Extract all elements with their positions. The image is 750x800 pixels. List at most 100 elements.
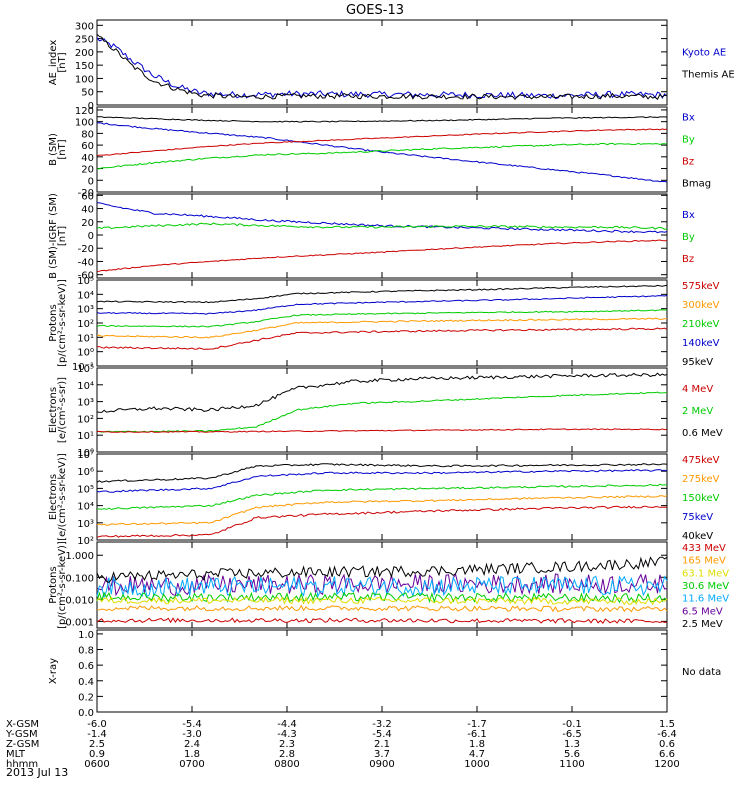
axis-row-value: -0.1 [562,719,582,730]
y-tick-label: 20 [81,218,94,229]
legend-entry: 275keV [682,474,720,485]
series-by [96,142,668,170]
y-tick-label: 0.001 [65,617,94,628]
y-tick-label: 10³ [77,519,94,530]
legend-entry: By [682,232,695,243]
series-11.6-mev [96,575,668,599]
y-tick-label: 1.0 [78,630,94,641]
y-tick-label: 60 [81,191,94,202]
axis-row-value: 4.7 [469,749,485,760]
y-tick-label: 120 [75,106,94,117]
y-tick-label: 10³ [77,398,94,409]
axis-row-label: Y-GSM [5,729,38,740]
series-275kev [96,495,668,526]
axis-row-value: -5.4 [182,719,202,730]
y-tick-label: 0.8 [78,646,94,657]
y-tick-label: 0 [88,101,94,112]
panel-frame [96,367,668,453]
axis-row-value: 2.4 [184,739,200,750]
y-tick-label: 10³ [77,305,94,316]
series-75kev [96,469,668,493]
panel-frame [96,279,668,367]
y-tick-label: 40 [81,205,94,216]
legend-entry: 575keV [682,281,720,292]
axis-row-value: 1.5 [659,719,675,730]
legend-entry: 30.6 MeV [682,581,729,592]
panel-frame [96,453,668,541]
legend-entry: Bx [682,113,695,124]
series-themis-ae [96,33,668,101]
y-axis-label: [p/(cm²-s-sr-keV)] [57,541,68,629]
y-tick-label: 250 [75,35,94,46]
legend-entry: Bz [682,254,694,265]
axis-row-label: MLT [6,749,26,760]
series-300kev [96,317,668,339]
axis-row-value: 3.7 [374,749,390,760]
series-bz [96,128,668,157]
y-tick-label: 0 [88,176,94,187]
y-tick-label: -40 [78,257,94,268]
series-150kev [97,483,668,510]
y-axis-label: [p/(cm²-s-sr-keV)] [57,279,68,367]
legend-entry: 300keV [682,300,720,311]
series-bmag [96,116,668,123]
axis-row-label: Z-GSM [6,739,39,750]
y-tick-label: 10⁴ [77,381,94,392]
axis-row-value: -1.4 [87,729,107,740]
panel-electrons-kev: 10⁷ 10⁶ 10⁵ 10⁴ 10³ 10² Electrons[e/(cm²-s-sr-… [48,450,720,547]
y-tick-label: 1.000 [65,551,94,562]
panel-frame [96,629,668,713]
series-4-mev [96,428,668,433]
legend-entry: Bmag [682,179,711,190]
axis-row-value: 0600 [84,759,109,770]
legend-entry: 63.1 MeV [682,568,729,579]
legend-entry: 0.6 MeV [682,428,723,439]
y-tick-label: -20 [78,188,94,199]
series-bx [96,122,668,183]
legend-entry: 40keV [682,531,713,542]
legend-entry: Bz [682,157,694,168]
legend-entry: 95keV [682,357,713,368]
axis-row-value: 1.8 [469,739,485,750]
axis-row-value: -3.0 [182,729,202,740]
series-475kev [96,505,668,538]
legend-entry: 140keV [682,338,720,349]
y-tick-label: 10² [77,414,94,425]
legend-entry: 2 MeV [682,406,713,417]
y-tick-label: 10⁴ [77,502,94,513]
legend-entry: 4 MeV [682,384,713,395]
legend-entry: No data [682,667,721,678]
y-tick-label: 0.100 [65,573,94,584]
series-by [96,222,668,230]
panel-ae: 300 250 200 150 100 50 0 AE_index[nT] Kyoto AE Th… [48,19,735,112]
axis-row-value: -5.4 [372,729,392,740]
series-2-mev [96,391,668,433]
axis-row-value: -4.4 [277,719,297,730]
series-bx [96,202,668,234]
series-0.6-mev [96,372,668,413]
y-tick-label: 60 [81,141,94,152]
y-tick-label: 0.4 [78,677,94,688]
y-tick-label: -20 [78,244,94,255]
legend-entry: 2.5 MeV [682,619,723,630]
series-bz [96,239,668,273]
y-axis-label: [e/(cm²-s-sr)] [57,377,68,443]
legend-entry: Themis AE [681,70,735,81]
axis-row-value: 2.3 [279,739,295,750]
y-axis-label: [nT] [57,226,68,246]
axis-row-value: 1200 [654,759,679,770]
legend-entry: 433 MeV [682,543,726,554]
y-axis-label: [nT] [57,139,68,159]
panel-protons: 10⁵ 10⁴ 10³ 10² 10¹ 10⁰ 10⁻¹ Protons[p/(cm²-s-s… [48,276,720,373]
axis-row-value: -6.5 [562,729,582,740]
axis-row-value: 1.3 [564,739,580,750]
axis-row-value: 1000 [464,759,489,770]
legend-entry: Bx [682,210,695,221]
y-tick-label: 10² [77,536,94,547]
series-2.5-mev [96,556,668,584]
panel-frame [96,193,668,279]
y-tick-label: 200 [75,48,94,59]
y-tick-label: 0 [88,231,94,242]
axis-row-value: -3.2 [372,719,392,730]
